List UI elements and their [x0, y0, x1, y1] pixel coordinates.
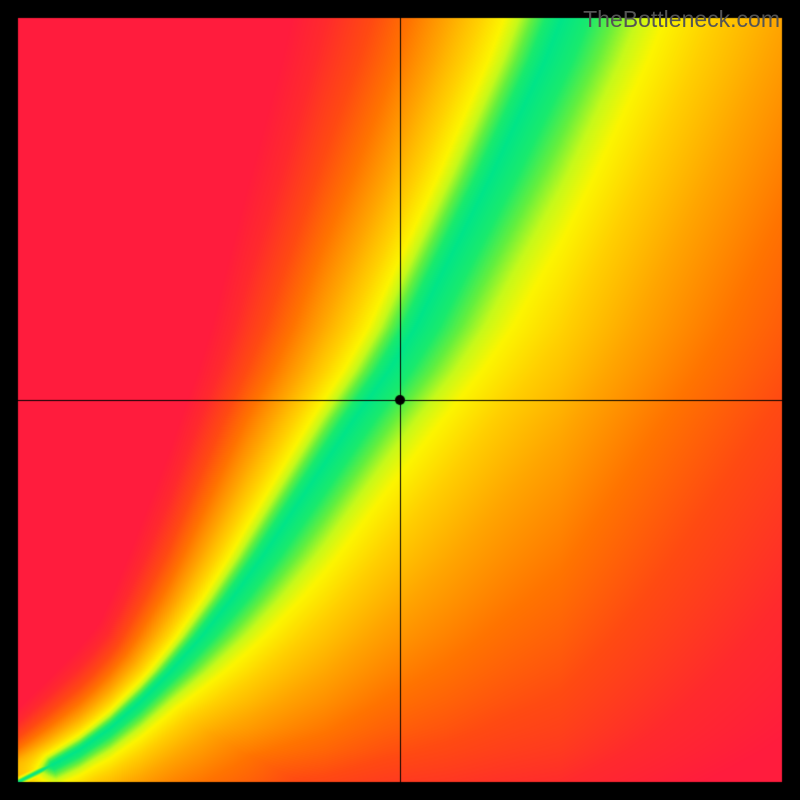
bottleneck-heatmap	[0, 0, 800, 800]
watermark-text: TheBottleneck.com	[583, 6, 780, 33]
chart-container: TheBottleneck.com	[0, 0, 800, 800]
